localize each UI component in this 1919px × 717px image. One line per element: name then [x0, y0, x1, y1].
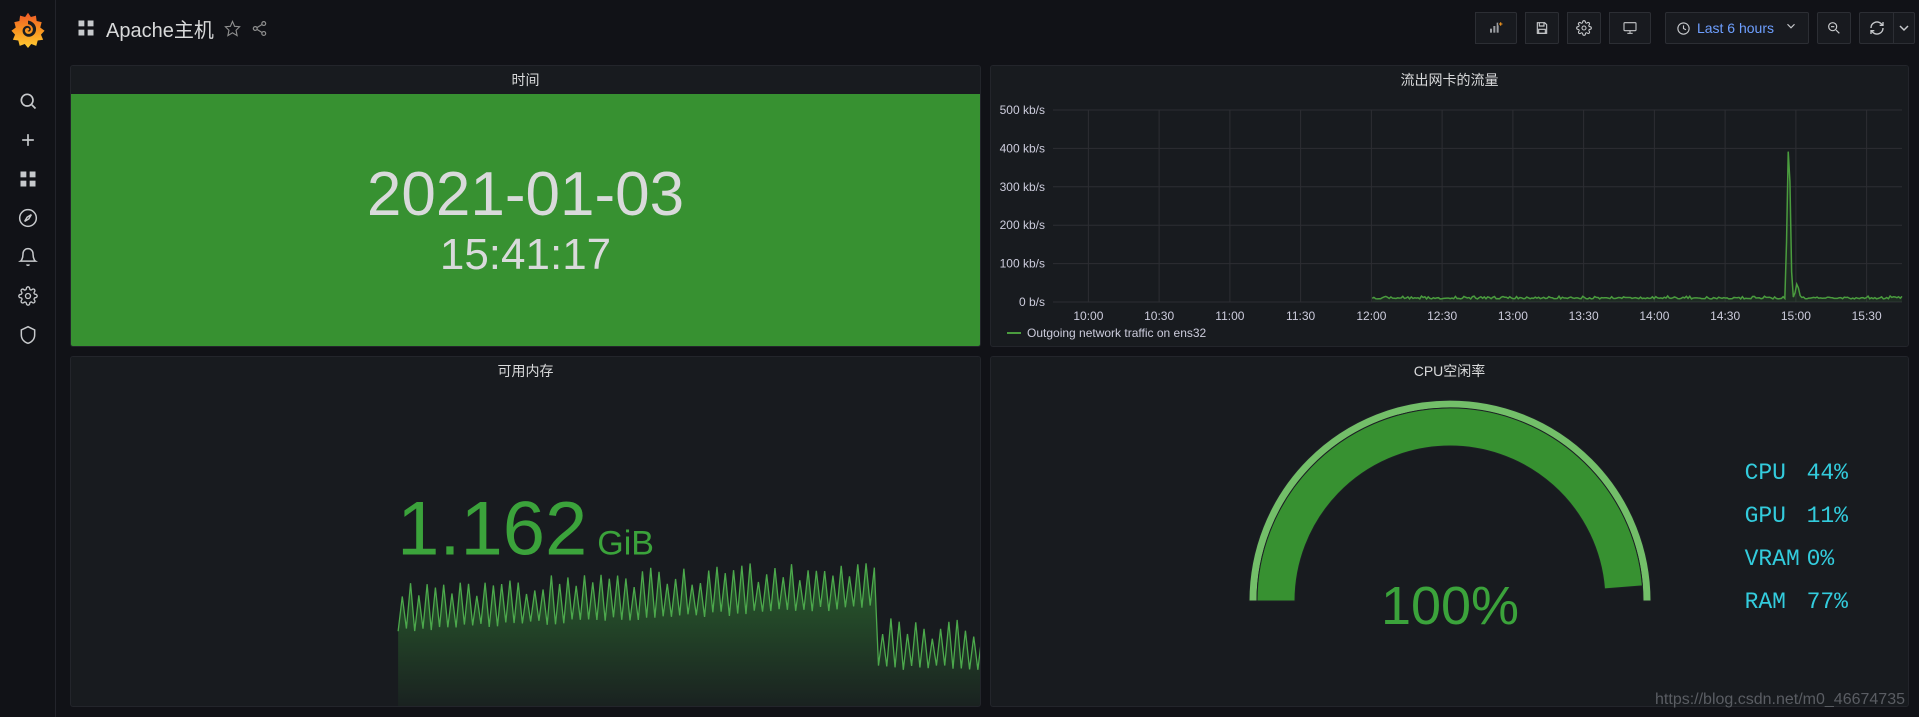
- svg-text:10:00: 10:00: [1073, 309, 1103, 323]
- svg-text:300 kb/s: 300 kb/s: [1000, 180, 1045, 194]
- svg-text:12:30: 12:30: [1427, 309, 1457, 323]
- svg-text:13:30: 13:30: [1569, 309, 1599, 323]
- svg-text:14:00: 14:00: [1639, 309, 1669, 323]
- svg-text:100%: 100%: [1381, 576, 1519, 636]
- svg-text:15:30: 15:30: [1852, 309, 1882, 323]
- svg-text:100 kb/s: 100 kb/s: [1000, 257, 1045, 271]
- svg-text:0 b/s: 0 b/s: [1019, 295, 1045, 309]
- svg-text:500 kb/s: 500 kb/s: [1000, 103, 1045, 117]
- svg-text:11:30: 11:30: [1286, 309, 1315, 323]
- svg-text:400 kb/s: 400 kb/s: [1000, 141, 1045, 155]
- svg-text:200 kb/s: 200 kb/s: [1000, 218, 1045, 232]
- svg-text:11:00: 11:00: [1215, 309, 1244, 323]
- svg-text:13:00: 13:00: [1498, 309, 1528, 323]
- svg-text:14:30: 14:30: [1710, 309, 1740, 323]
- svg-text:10:30: 10:30: [1144, 309, 1174, 323]
- svg-text:12:00: 12:00: [1356, 309, 1386, 323]
- svg-text:15:00: 15:00: [1781, 309, 1811, 323]
